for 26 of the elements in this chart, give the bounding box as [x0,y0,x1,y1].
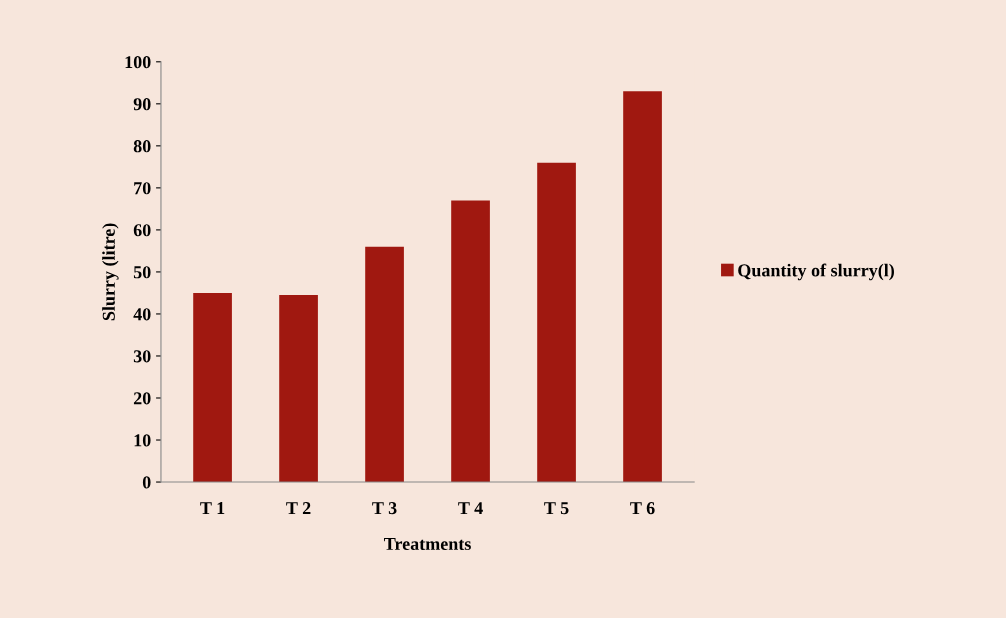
y-tick-label: 20 [133,392,151,405]
x-tick-label: T 6 [630,502,655,515]
bar [623,91,662,483]
x-tick-label: T 5 [544,502,569,515]
bar [279,295,318,483]
legend-label: Quantity of slurry(l) [738,263,894,281]
y-tick-label: 0 [142,476,151,489]
bar [365,246,404,483]
y-tick-label: 50 [133,266,151,279]
x-tick-label: T 4 [458,502,483,515]
x-tick-label: T 1 [200,502,225,515]
x-tick-label: T 3 [372,502,397,515]
y-axis-title: Slurry (litre) [102,223,119,321]
bar [451,200,490,483]
x-tick-label: T 2 [286,502,311,515]
y-tick-label: 60 [133,224,151,237]
bar [537,162,576,483]
y-tick-label: 100 [125,56,151,69]
y-tick-label: 40 [133,308,151,321]
y-tick-label: 80 [133,140,151,153]
bar [193,292,232,483]
y-tick-label: 30 [133,350,151,363]
y-tick-label: 70 [134,182,151,195]
y-tick-label: 10 [134,434,151,447]
y-tick-label: 90 [133,98,151,111]
x-axis-title: Treatments [384,538,471,551]
